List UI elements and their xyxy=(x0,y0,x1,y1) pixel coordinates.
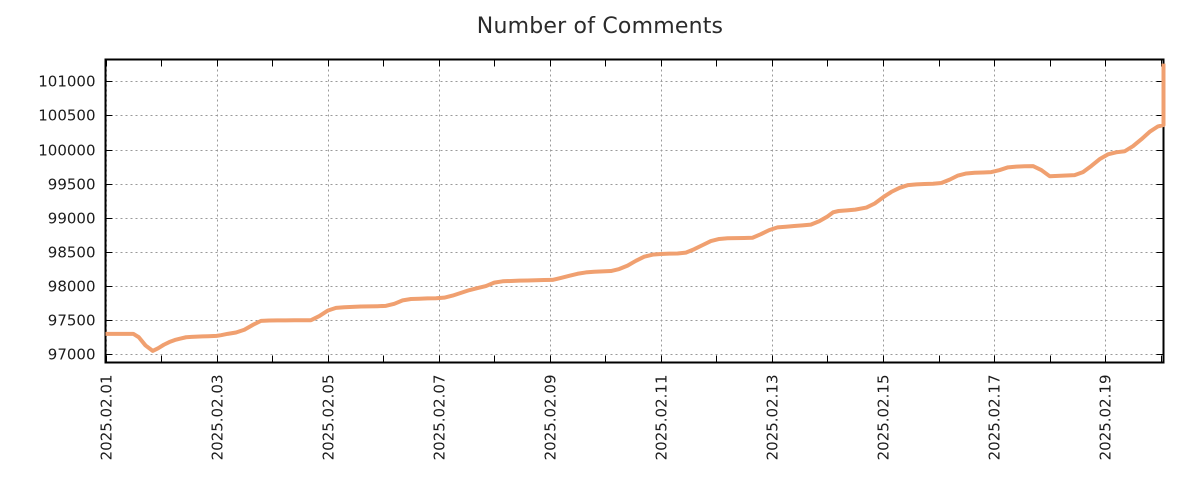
y-axis-tick-label: 100500 xyxy=(38,107,95,125)
y-axis-tick-label: 98500 xyxy=(48,244,96,262)
x-axis-tick-label: 2025.02.15 xyxy=(875,375,893,461)
y-axis-tick-label: 99500 xyxy=(48,176,96,194)
axis-tick-marks xyxy=(105,59,1164,363)
x-axis-tick-label: 2025.02.17 xyxy=(986,375,1004,461)
x-axis-tick-label: 2025.02.11 xyxy=(653,375,671,461)
y-axis-tick-label: 100000 xyxy=(38,142,95,160)
y-axis-tick-label: 101000 xyxy=(38,73,95,91)
x-axis-tick-label: 2025.02.01 xyxy=(98,375,116,461)
horizontal-gridlines xyxy=(105,81,1164,355)
x-axis-tick-label: 2025.02.03 xyxy=(209,375,227,461)
y-axis-labels: 97000 97500 98000 98500 99000 99500 100000 1005… xyxy=(38,73,95,364)
y-axis-tick-label: 97000 xyxy=(48,346,96,364)
x-axis-tick-label: 2025.02.09 xyxy=(542,375,560,461)
y-axis-tick-label: 97500 xyxy=(48,312,96,330)
chart-title: Number of Comments xyxy=(476,14,724,39)
x-axis-tick-label: 2025.02.19 xyxy=(1097,375,1115,461)
x-axis-labels: 2025.02.01 2025.02.03 2025.02.05 2025.02.07… xyxy=(98,375,1115,461)
x-axis-tick-label: 2025.02.07 xyxy=(431,375,449,461)
vertical-gridlines xyxy=(106,59,1106,363)
y-axis-tick-label: 99000 xyxy=(48,210,96,228)
plot-frame xyxy=(104,58,1165,364)
x-axis-tick-label: 2025.02.05 xyxy=(320,375,338,461)
x-axis-tick-label: 2025.02.13 xyxy=(764,375,782,461)
y-axis-tick-label: 98000 xyxy=(48,278,96,296)
comments-series-line xyxy=(105,63,1166,353)
